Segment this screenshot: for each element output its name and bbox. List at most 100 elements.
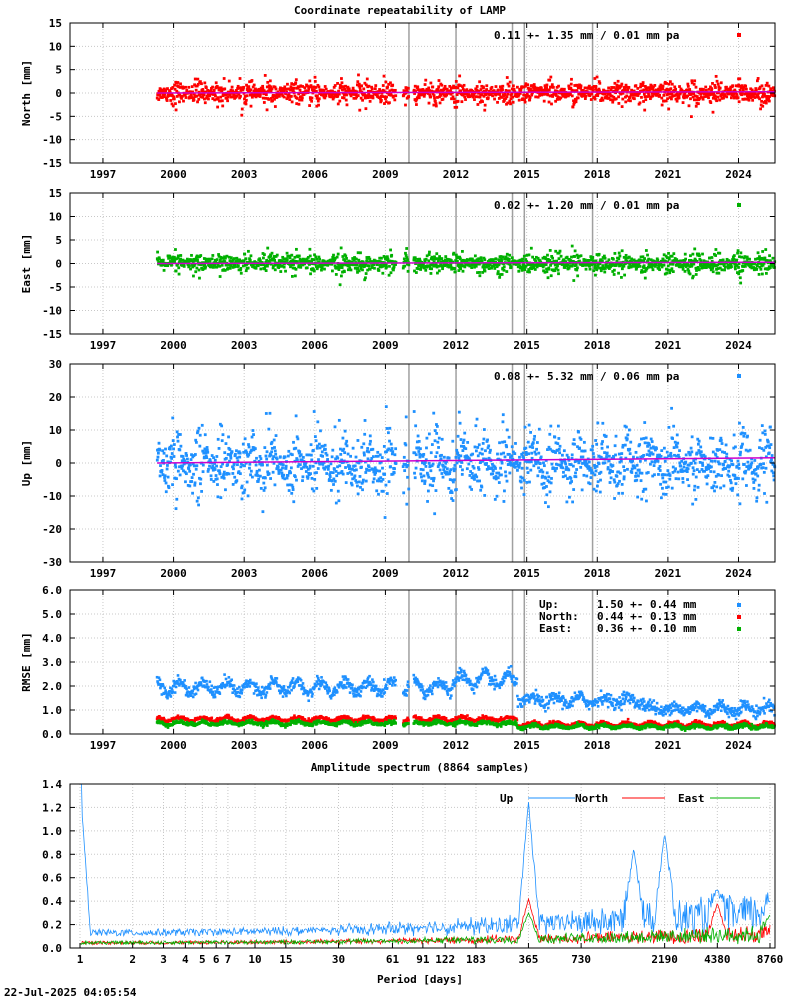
data-point xyxy=(215,85,219,88)
data-point xyxy=(257,89,261,93)
data-point xyxy=(241,463,245,467)
data-point xyxy=(368,94,372,98)
data-point xyxy=(611,100,615,104)
data-point xyxy=(171,255,175,259)
data-point xyxy=(217,253,220,256)
data-point xyxy=(519,87,523,91)
data-point xyxy=(267,98,271,101)
data-point xyxy=(216,495,220,499)
data-point xyxy=(596,480,600,484)
data-point xyxy=(421,89,425,93)
data-point xyxy=(618,254,622,258)
data-point xyxy=(461,269,465,273)
data-point xyxy=(503,440,507,444)
data-point xyxy=(735,93,739,96)
data-point xyxy=(480,84,484,88)
data-point xyxy=(340,458,343,462)
data-point xyxy=(729,85,733,89)
data-point xyxy=(429,451,433,455)
data-point xyxy=(703,260,707,264)
data-point xyxy=(500,473,503,477)
data-point xyxy=(678,461,682,465)
data-point xyxy=(557,251,561,255)
data-point xyxy=(670,92,674,96)
data-point xyxy=(441,464,445,468)
data-point xyxy=(451,499,455,502)
data-point xyxy=(628,452,632,456)
data-point xyxy=(527,268,531,271)
data-point xyxy=(414,271,418,274)
data-point xyxy=(714,254,718,257)
data-point xyxy=(404,103,407,107)
data-point xyxy=(671,94,674,98)
data-point xyxy=(353,266,357,270)
data-point xyxy=(631,459,635,463)
data-point xyxy=(494,477,498,481)
data-point xyxy=(425,446,428,450)
data-point xyxy=(177,261,181,265)
figure-title: Coordinate repeatability of LAMP xyxy=(294,4,506,17)
data-point xyxy=(634,450,638,454)
data-point xyxy=(463,95,467,99)
data-point xyxy=(168,447,172,451)
data-point xyxy=(424,268,428,272)
data-point xyxy=(482,262,486,266)
data-point xyxy=(305,266,309,270)
data-point xyxy=(578,459,582,462)
data-point xyxy=(519,475,523,479)
x-tick-label: 2009 xyxy=(372,168,399,181)
data-point xyxy=(614,453,617,457)
data-point xyxy=(557,272,560,276)
data-point xyxy=(229,264,233,268)
data-point xyxy=(534,462,538,466)
data-point xyxy=(477,257,481,261)
data-point xyxy=(473,445,477,449)
data-point xyxy=(344,84,347,88)
data-point xyxy=(215,258,219,261)
data-point xyxy=(703,455,707,459)
data-point xyxy=(359,267,363,270)
data-point xyxy=(358,89,362,92)
data-point xyxy=(440,88,443,92)
data-point xyxy=(692,98,696,102)
data-point xyxy=(620,105,624,109)
data-point xyxy=(606,445,609,449)
data-point xyxy=(278,92,282,96)
data-point xyxy=(764,101,768,105)
data-point xyxy=(676,441,680,445)
data-point xyxy=(379,97,382,101)
data-point xyxy=(204,90,208,94)
data-point xyxy=(199,92,203,96)
data-point xyxy=(289,85,293,89)
data-point xyxy=(629,93,633,97)
data-point xyxy=(662,446,666,450)
data-point xyxy=(580,94,584,98)
data-point xyxy=(239,271,243,275)
data-point xyxy=(422,266,426,270)
data-point xyxy=(339,274,343,278)
data-point xyxy=(316,83,320,87)
data-point xyxy=(541,470,545,474)
data-point xyxy=(381,489,385,493)
data-point xyxy=(394,260,398,264)
data-point xyxy=(433,96,436,100)
data-point xyxy=(265,258,269,262)
data-point xyxy=(171,483,174,487)
data-point xyxy=(537,451,541,455)
data-point xyxy=(703,95,706,98)
data-point xyxy=(635,463,639,467)
data-point xyxy=(582,258,586,261)
data-point xyxy=(222,470,226,474)
data-point xyxy=(613,81,617,85)
data-point xyxy=(478,95,482,99)
data-point xyxy=(384,80,388,84)
data-point xyxy=(584,267,588,271)
data-point xyxy=(649,437,653,441)
data-point xyxy=(700,266,704,270)
data-point xyxy=(521,476,524,480)
data-point xyxy=(564,474,567,478)
data-point xyxy=(694,104,698,108)
data-point xyxy=(186,257,189,261)
data-point xyxy=(361,480,365,484)
data-point xyxy=(547,100,551,104)
